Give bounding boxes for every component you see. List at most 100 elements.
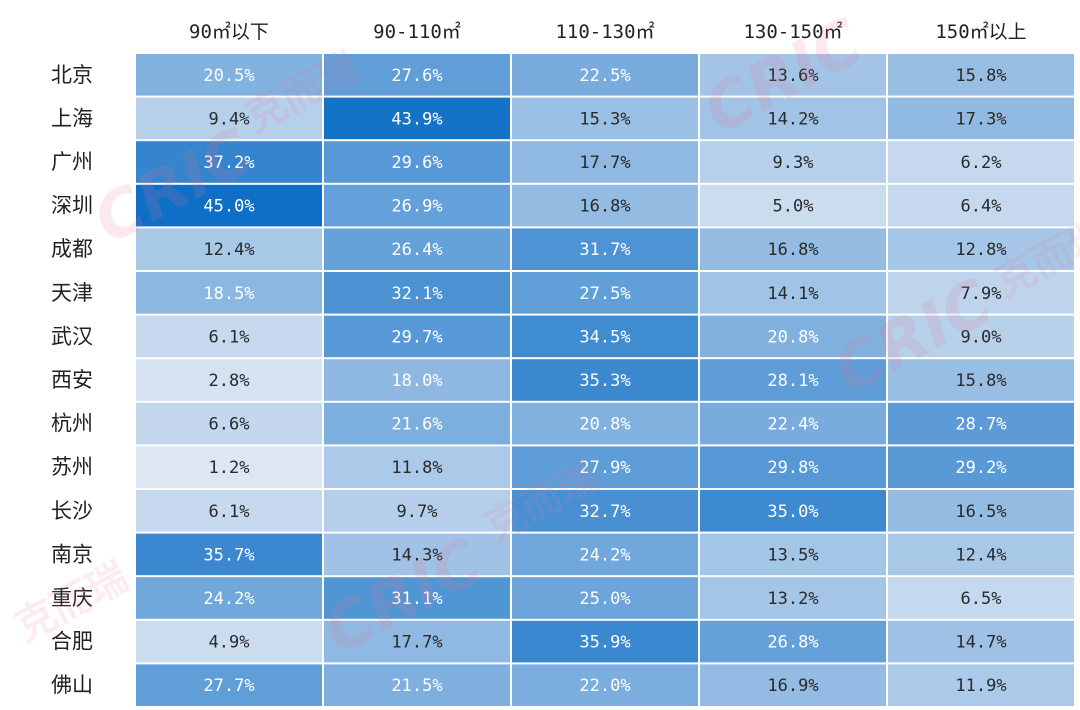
heatmap-cell <box>512 184 698 227</box>
cell-value-label: 14.1% <box>767 284 818 304</box>
cell-value-label: 18.5% <box>203 284 254 304</box>
cell-value-label: 22.4% <box>767 415 818 435</box>
heatmap-cell <box>700 664 886 706</box>
heatmap-cell <box>136 620 322 663</box>
heatmap-cell <box>136 446 322 488</box>
column-header: 150㎡以上 <box>935 20 1026 43</box>
cell-value-label: 45.0% <box>203 197 254 217</box>
cell-value-label: 7.9% <box>961 284 1002 304</box>
cell-value-label: 1.2% <box>209 458 250 478</box>
cell-value-label: 6.4% <box>961 197 1002 217</box>
heatmap-cell <box>700 402 886 445</box>
cell-value-label: 27.5% <box>579 284 630 304</box>
cell-value-label: 22.0% <box>579 676 630 696</box>
row-header: 天津 <box>51 281 93 305</box>
heatmap-cell <box>888 272 1074 314</box>
row-header: 合肥 <box>51 630 93 654</box>
cell-value-label: 17.3% <box>955 109 1006 129</box>
cell-value-label: 12.4% <box>203 240 254 260</box>
heatmap-cell <box>324 184 510 227</box>
heatmap-cell <box>136 97 322 140</box>
cell-value-label: 11.8% <box>391 458 442 478</box>
heatmap-cell <box>512 664 698 706</box>
heatmap-cell <box>324 141 510 183</box>
heatmap-cell <box>512 620 698 663</box>
heatmap-cell <box>136 315 322 358</box>
heatmap-cell <box>324 577 510 619</box>
cell-value-label: 32.7% <box>579 502 630 522</box>
heatmap-cell <box>136 533 322 576</box>
heatmap-cell <box>700 533 886 576</box>
heatmap-cell <box>888 490 1074 532</box>
heatmap-cell <box>888 533 1074 576</box>
heatmap-cell <box>888 228 1074 270</box>
cell-value-label: 17.7% <box>579 153 630 173</box>
heatmap-cell <box>512 490 698 532</box>
heatmap-cell <box>136 359 322 401</box>
cell-value-label: 18.0% <box>391 371 442 391</box>
heatmap-cell <box>700 97 886 140</box>
cell-value-label: 9.0% <box>961 327 1002 347</box>
heatmap-cell <box>700 359 886 401</box>
cell-value-label: 12.4% <box>955 545 1006 565</box>
heatmap-cell <box>700 446 886 488</box>
heatmap-cell <box>512 272 698 314</box>
cell-value-label: 14.2% <box>767 109 818 129</box>
cell-value-label: 34.5% <box>579 327 630 347</box>
cell-value-label: 9.4% <box>209 109 250 129</box>
cell-value-label: 4.9% <box>209 633 250 653</box>
heatmap-cell <box>700 184 886 227</box>
row-header: 武汉 <box>51 324 93 348</box>
heatmap-cell <box>324 446 510 488</box>
row-header: 长沙 <box>51 499 93 523</box>
heatmap-cell <box>888 402 1074 445</box>
cell-value-label: 21.6% <box>391 415 442 435</box>
heatmap-cell <box>136 54 322 96</box>
cell-value-label: 27.6% <box>391 66 442 86</box>
cell-value-label: 35.9% <box>579 633 630 653</box>
cell-value-label: 16.9% <box>767 676 818 696</box>
heatmap-cell <box>512 141 698 183</box>
cell-value-label: 17.7% <box>391 633 442 653</box>
heatmap-cell <box>700 490 886 532</box>
cell-value-label: 15.8% <box>955 66 1006 86</box>
cell-value-label: 13.5% <box>767 545 818 565</box>
column-header: 90-110㎡ <box>373 20 461 43</box>
cell-value-label: 25.0% <box>579 589 630 609</box>
cell-value-label: 27.9% <box>579 458 630 478</box>
cell-value-label: 6.1% <box>209 502 250 522</box>
heatmap-cell <box>324 54 510 96</box>
heatmap-cell <box>324 402 510 445</box>
heatmap-cell <box>512 446 698 488</box>
heatmap-cell <box>324 620 510 663</box>
heatmap-cell <box>888 620 1074 663</box>
row-header: 深圳 <box>51 194 93 218</box>
heatmap-cell <box>136 228 322 270</box>
heatmap-cell <box>888 577 1074 619</box>
cell-value-label: 11.9% <box>955 676 1006 696</box>
heatmap-cell <box>888 664 1074 706</box>
cell-value-label: 32.1% <box>391 284 442 304</box>
cell-value-label: 29.8% <box>767 458 818 478</box>
heatmap-cell <box>700 228 886 270</box>
heatmap-cell <box>324 490 510 532</box>
heatmap-cell <box>700 620 886 663</box>
cell-value-label: 35.3% <box>579 371 630 391</box>
column-header: 90㎡以下 <box>189 20 269 43</box>
cell-value-label: 21.5% <box>391 676 442 696</box>
cell-value-label: 9.7% <box>397 502 438 522</box>
cell-value-label: 29.2% <box>955 458 1006 478</box>
heatmap-cell <box>324 228 510 270</box>
heatmap-cell <box>888 54 1074 96</box>
cell-value-label: 13.6% <box>767 66 818 86</box>
heatmap-cell <box>324 272 510 314</box>
heatmap-cell <box>324 533 510 576</box>
heatmap-cell <box>324 315 510 358</box>
cell-value-label: 5.0% <box>773 197 814 217</box>
cell-value-label: 24.2% <box>579 545 630 565</box>
cell-value-label: 6.5% <box>961 589 1002 609</box>
cell-value-label: 26.4% <box>391 240 442 260</box>
cell-value-label: 28.7% <box>955 415 1006 435</box>
heatmap-cell <box>888 446 1074 488</box>
row-header: 北京 <box>51 63 93 87</box>
